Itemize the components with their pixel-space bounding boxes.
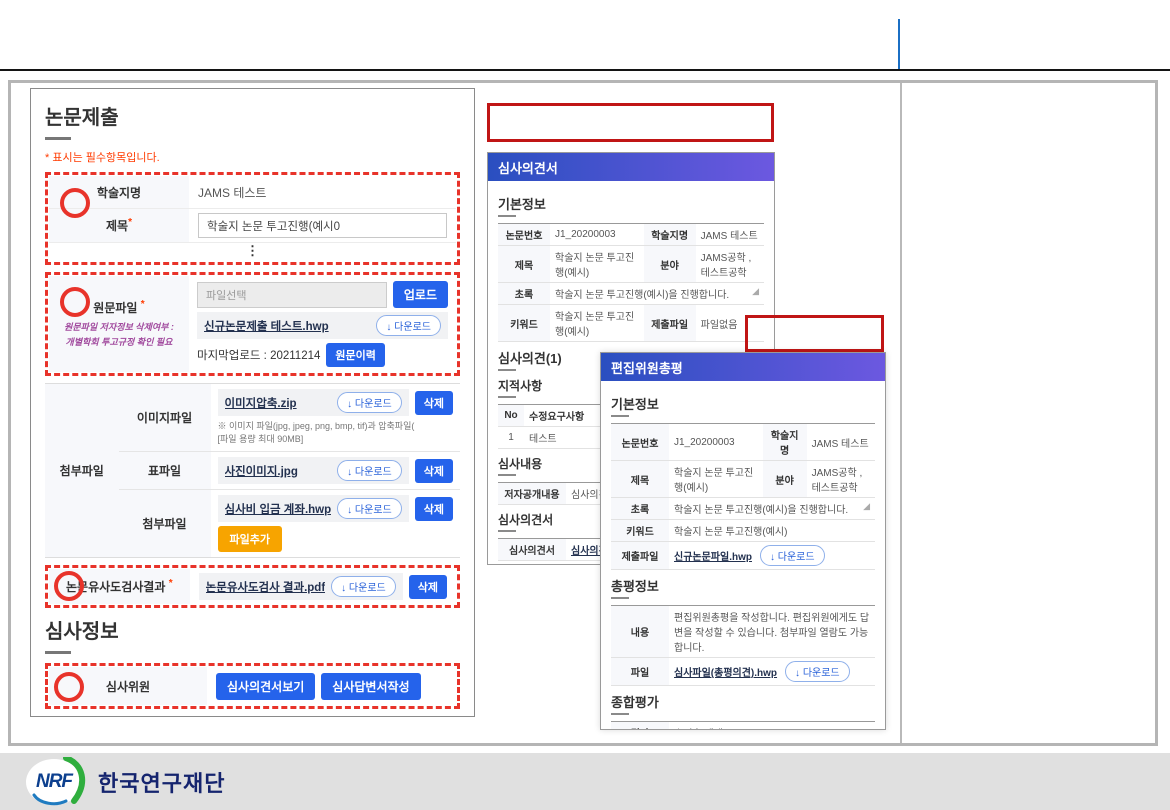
basic-info-title: 기본정보 (611, 397, 659, 412)
highlight-circle-3 (54, 571, 84, 602)
basic-info-table: 논문번호 J1_20200003 학술지명 JAMS 테스트 제목 학술지 논문… (498, 223, 764, 342)
delete-button[interactable]: 삭제 (414, 390, 453, 415)
add-file-button[interactable]: 파일추가 (217, 526, 282, 553)
journal-name-value: JAMS 테스트 (198, 185, 267, 200)
review-info-title: 심사정보 (45, 621, 119, 644)
delete-button[interactable]: 삭제 (408, 574, 447, 599)
highlight-circle-4 (54, 672, 84, 703)
last-upload-text: 마지막업로드 : 20211214 (197, 350, 321, 362)
original-file-link[interactable]: 신규논문제출 테스트.hwp (204, 320, 329, 333)
basic-info-table: 논문번호 J1_20200003 학술지명 JAMS 테스트 제목 학술지 논문… (611, 423, 875, 570)
write-review-reply-button[interactable]: 심사답변서작성 (321, 672, 421, 700)
footer-strip (0, 753, 1170, 810)
upload-button[interactable]: 업로드 (392, 281, 448, 308)
section-underline (498, 474, 516, 476)
table-file-link[interactable]: 사진이미지.jpg (224, 465, 298, 478)
download-button[interactable]: ↓ 다운로드 (337, 392, 402, 413)
textarea-resize-icon[interactable]: ◢ (752, 286, 759, 296)
popup-title-bar: 편집위원총평 (601, 353, 885, 381)
textarea-resize-icon[interactable]: ◢ (863, 501, 870, 511)
similarity-file-field: 논문유사도검사 결과.pdf ↓ 다운로드 (198, 573, 403, 601)
etc-file-field: 심사비 입금 계좌.hwp ↓ 다운로드 (217, 495, 409, 523)
callout-box-middle (745, 315, 884, 352)
attachment-row: 첨부파일 심사비 입금 계좌.hwp ↓ 다운로드 삭제 파일추가 (118, 490, 460, 558)
highlight-circle-1 (60, 188, 90, 218)
image-file-link[interactable]: 이미지압축.zip (224, 397, 297, 410)
paper-title-label: 제목* (49, 209, 189, 242)
highlight-box-original-file: 원문파일 * 원문파일 저자정보 삭제여부 : 개별학회 투고규정 확인 필요 … (45, 272, 460, 376)
file-select-input[interactable]: 파일선택 (197, 281, 387, 308)
attachment-row: 이미지파일 이미지압축.zip ↓ 다운로드 삭제 ※ 이미지 파일(jpg, … (118, 384, 460, 453)
download-button[interactable]: ↓ 다운로드 (785, 661, 850, 682)
download-button[interactable]: ↓ 다운로드 (759, 545, 825, 566)
paper-title-input[interactable]: 학술지 논문 투고진행(예시0 (198, 213, 447, 238)
callout-box-top (487, 103, 774, 142)
image-file-field: 이미지압축.zip ↓ 다운로드 (217, 389, 409, 416)
top-divider-line (0, 69, 1170, 71)
opinion-doc-link[interactable]: 심사의견서 (571, 546, 617, 557)
page-title: 논문제출 (45, 107, 119, 129)
review-content-title: 심사내용 (498, 457, 543, 471)
overall-eval-table: 결과 수정후 게재 (611, 721, 875, 729)
section-underline (498, 396, 516, 398)
delete-button[interactable]: 삭제 (414, 458, 453, 483)
section-underline (611, 597, 629, 599)
image-file-note: ※ 이미지 파일(jpg, jpeg, png, bmp, tif)과 압축파일… (217, 421, 415, 445)
top-blue-marker (898, 19, 900, 70)
section-underline (498, 369, 516, 371)
download-button[interactable]: ↓ 다운로드 (337, 498, 402, 520)
highlight-box-basic: 학술지명 JAMS 테스트 제목* 학술지 논문 투고진행(예시0 ⋮ (45, 172, 460, 265)
highlight-box-similarity: 논문유사도검사결과 * 논문유사도검사 결과.pdf ↓ 다운로드 삭제 (45, 565, 460, 609)
submission-panel: 논문제출 * 표시는 필수항목입니다. 학술지명 JAMS 테스트 제목* 학술… (30, 88, 475, 717)
section-underline (611, 415, 629, 417)
view-review-opinion-button[interactable]: 심사의견서보기 (216, 672, 316, 700)
original-file-note: 원문파일 저자정보 삭제여부 : 개별학회 투고규정 확인 필요 (64, 322, 174, 347)
table-file-label: 표파일 (118, 452, 211, 490)
required-note: * 표시는 필수항목입니다. (45, 152, 160, 164)
nrf-swoosh-icon (32, 757, 86, 806)
basic-info-title: 기본정보 (498, 197, 546, 212)
issues-title: 지적사항 (498, 379, 543, 393)
submitted-file-link[interactable]: 신규논문파일.hwp (674, 552, 752, 563)
section-underline (611, 713, 629, 715)
opinion-doc-title: 심사의견서 (498, 513, 554, 527)
required-star: * (128, 217, 132, 228)
similarity-file-link[interactable]: 논문유사도검사 결과.pdf (205, 581, 326, 594)
overall-eval-title: 종합평가 (611, 695, 659, 710)
nrf-logo: NRF 한국연구재단 (26, 757, 225, 807)
section-underline (498, 530, 516, 532)
file-history-button[interactable]: 원문이력 (326, 343, 385, 367)
section-underline (45, 651, 71, 655)
frame-column-divider (900, 83, 902, 743)
summary-info-title: 총평정보 (611, 579, 659, 594)
section-underline (498, 215, 516, 217)
download-button[interactable]: ↓ 다운로드 (337, 460, 402, 482)
review-opinion-count-title: 심사의견(1) (498, 351, 562, 366)
original-file-field: 신규논문제출 테스트.hwp ↓ 다운로드 (197, 312, 448, 339)
popup-title-bar: 심사의견서 (488, 153, 774, 181)
org-name: 한국연구재단 (98, 771, 226, 796)
attachment-row: 표파일 사진이미지.jpg ↓ 다운로드 삭제 (118, 452, 460, 491)
summary-info-table: 내용 편집위원총평을 작성합니다. 편집위원에게도 답변을 작성할 수 있습니다… (611, 605, 875, 686)
summary-file-link[interactable]: 심사파일(총평의견).hwp (674, 668, 778, 679)
attachments-block: 첨부파일 이미지파일 이미지압축.zip ↓ 다운로드 삭제 ※ 이 (45, 383, 460, 559)
download-button[interactable]: ↓ 다운로드 (376, 315, 441, 336)
nrf-logo-mark: NRF (26, 757, 88, 807)
delete-button[interactable]: 삭제 (414, 496, 453, 521)
download-button[interactable]: ↓ 다운로드 (331, 576, 396, 598)
highlight-box-editor: 편집위원 총평보기 총평답변서작성 (45, 716, 460, 717)
etc-file-link[interactable]: 심사비 입금 계좌.hwp (224, 503, 332, 516)
title-underline (45, 137, 71, 140)
editor-summary-popup: 편집위원총평 기본정보 논문번호 J1_20200003 학술지명 JAMS 테… (600, 352, 886, 730)
highlight-circle-2 (60, 287, 90, 317)
highlight-box-reviewer: 심사위원 심사의견서보기 심사답변서작성 (45, 663, 460, 710)
table-file-field: 사진이미지.jpg ↓ 다운로드 (217, 457, 409, 485)
etc-file-label: 첨부파일 (118, 490, 211, 558)
attachments-label: 첨부파일 (45, 384, 119, 558)
more-rows-ellipsis: ⋮ (246, 243, 259, 258)
image-file-label: 이미지파일 (118, 384, 211, 452)
